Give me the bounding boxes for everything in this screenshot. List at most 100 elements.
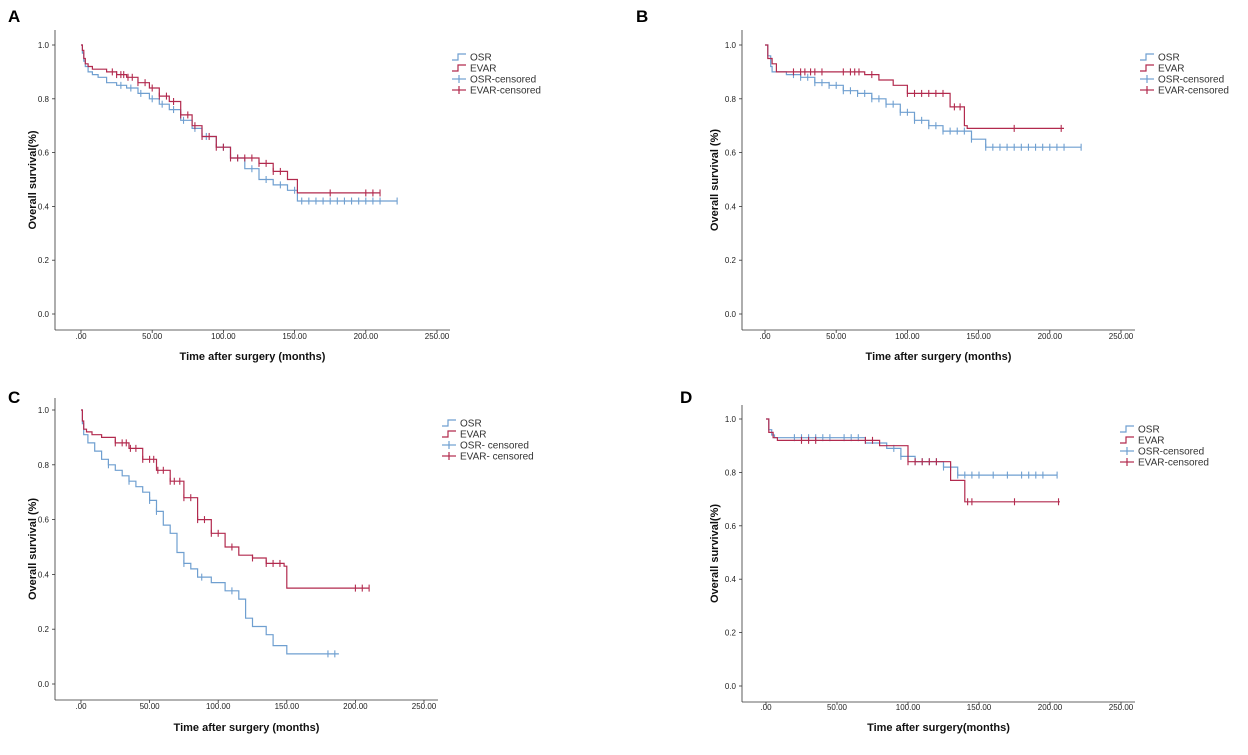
y-tick-label: 1.0	[725, 41, 737, 50]
legend-label: EVAR- censored	[460, 452, 534, 463]
x-tick-label: 150.00	[282, 332, 307, 341]
evar-survival-curve	[766, 418, 1060, 503]
x-tick-label: 50.00	[142, 332, 163, 341]
legend-swatch-osr	[452, 53, 466, 61]
legend-swatch-evar	[1140, 64, 1154, 72]
y-tick-label: 0.2	[38, 256, 50, 265]
x-tick-label: 150.00	[966, 332, 991, 341]
x-tick-label: 150.00	[275, 702, 300, 711]
legend-swatch-evar	[1120, 436, 1134, 444]
x-axis-title: Time after surgery (months)	[866, 351, 1012, 363]
x-tick-label: .00	[760, 703, 772, 712]
legend-swatch-osr	[442, 419, 456, 427]
x-tick-label: 250.00	[412, 702, 437, 711]
y-tick-label: 1.0	[38, 406, 50, 415]
legend-label: EVAR-censored	[1138, 458, 1209, 469]
legend-label: EVAR	[470, 64, 497, 75]
y-tick-label: 0.8	[38, 95, 50, 104]
panel-a: A 0.0 0.2 0.4 0.6 0.8 1.0 .00 50.00 100.00 150.00 2…	[8, 7, 541, 363]
x-tick-label: .00	[75, 702, 87, 711]
legend-swatch-evar	[452, 64, 466, 72]
y-axis-title: Overall survival(%)	[27, 130, 39, 229]
evar-survival-curve	[765, 44, 1064, 129]
legend-label: EVAR	[1158, 64, 1185, 75]
legend-swatch-evar	[442, 430, 456, 438]
panel-label: B	[636, 7, 648, 26]
y-tick-label: 0.0	[38, 310, 50, 319]
x-tick-label: 50.00	[140, 702, 161, 711]
y-tick-label: 0.4	[38, 570, 50, 579]
x-tick-label: 200.00	[1038, 703, 1063, 712]
y-tick-label: 0.2	[38, 625, 50, 634]
y-tick-label: 0.6	[725, 522, 737, 531]
x-tick-label: 50.00	[826, 332, 847, 341]
y-tick-label: 0.0	[725, 682, 737, 691]
y-tick-label: 0.4	[38, 202, 50, 211]
y-tick-label: 0.6	[38, 516, 50, 525]
x-tick-label: 100.00	[211, 332, 236, 341]
x-tick-label: 250.00	[425, 332, 450, 341]
evar-survival-curve	[81, 409, 370, 589]
x-tick-label: 150.00	[967, 703, 992, 712]
panel-d: D 0.0 0.2 0.4 0.6 0.8 1.0 .00 50.00 100.00 150.00 2…	[680, 388, 1209, 734]
x-tick-label: 250.00	[1109, 332, 1134, 341]
legend-label: OSR	[1138, 425, 1160, 436]
y-tick-label: 0.6	[38, 149, 50, 158]
y-tick-label: 0.2	[725, 256, 737, 265]
legend-label: OSR	[470, 53, 492, 64]
y-tick-label: 0.4	[725, 202, 737, 211]
legend-label: EVAR-censored	[470, 86, 541, 97]
legend-label: OSR	[1158, 53, 1180, 64]
y-tick-label: 0.0	[38, 680, 50, 689]
x-axis-title: Time after surgery(months)	[867, 722, 1010, 734]
x-axis-title: Time after surgery (months)	[174, 722, 320, 734]
y-axis-title: Overall survival (%)	[27, 498, 39, 600]
y-axis-title: Overall survival (%)	[709, 129, 721, 231]
panel-label: C	[8, 388, 20, 407]
panel-b: B 0.0 0.2 0.4 0.6 0.8 1.0 .00 50.00 100.00 150.00 2…	[636, 7, 1229, 363]
legend-swatch-osr	[1120, 425, 1134, 433]
x-tick-label: 250.00	[1109, 703, 1134, 712]
panel-c: C 0.0 0.2 0.4 0.6 0.8 1.0 .00 50.00 100.00 150.00 2…	[8, 388, 534, 734]
x-tick-label: 100.00	[206, 702, 231, 711]
panel-label: A	[8, 7, 20, 26]
panel-label: D	[680, 388, 692, 407]
y-axis-title: Overall survival(%)	[709, 504, 721, 603]
x-tick-label: 200.00	[354, 332, 379, 341]
legend-swatch-osr	[1140, 53, 1154, 61]
evar-survival-curve	[81, 44, 380, 194]
osr-survival-curve	[765, 44, 1082, 148]
legend-label: OSR-censored	[1138, 447, 1204, 458]
x-axis-title: Time after surgery (months)	[180, 351, 326, 363]
legend-label: OSR	[460, 419, 482, 430]
y-tick-label: 0.8	[725, 95, 737, 104]
y-tick-label: 1.0	[725, 415, 737, 424]
y-tick-label: 0.4	[725, 575, 737, 584]
x-tick-label: 100.00	[896, 703, 921, 712]
y-tick-label: 0.0	[725, 310, 737, 319]
x-tick-label: 100.00	[895, 332, 920, 341]
x-tick-label: 50.00	[827, 703, 848, 712]
osr-survival-curve	[81, 44, 398, 202]
y-tick-label: 0.2	[725, 629, 737, 638]
legend-label: EVAR	[460, 430, 487, 441]
y-tick-label: 0.8	[725, 468, 737, 477]
legend-label: OSR- censored	[460, 441, 529, 452]
x-tick-label: .00	[75, 332, 87, 341]
legend-label: EVAR	[1138, 436, 1165, 447]
osr-survival-curve	[766, 418, 1058, 476]
y-tick-label: 1.0	[38, 41, 50, 50]
y-tick-label: 0.8	[38, 461, 50, 470]
x-tick-label: 200.00	[1038, 332, 1063, 341]
legend-label: EVAR-censored	[1158, 86, 1229, 97]
osr-survival-curve	[81, 409, 339, 655]
x-tick-label: 200.00	[343, 702, 368, 711]
legend-label: OSR-censored	[470, 75, 536, 86]
x-tick-label: .00	[759, 332, 771, 341]
y-tick-label: 0.6	[725, 149, 737, 158]
